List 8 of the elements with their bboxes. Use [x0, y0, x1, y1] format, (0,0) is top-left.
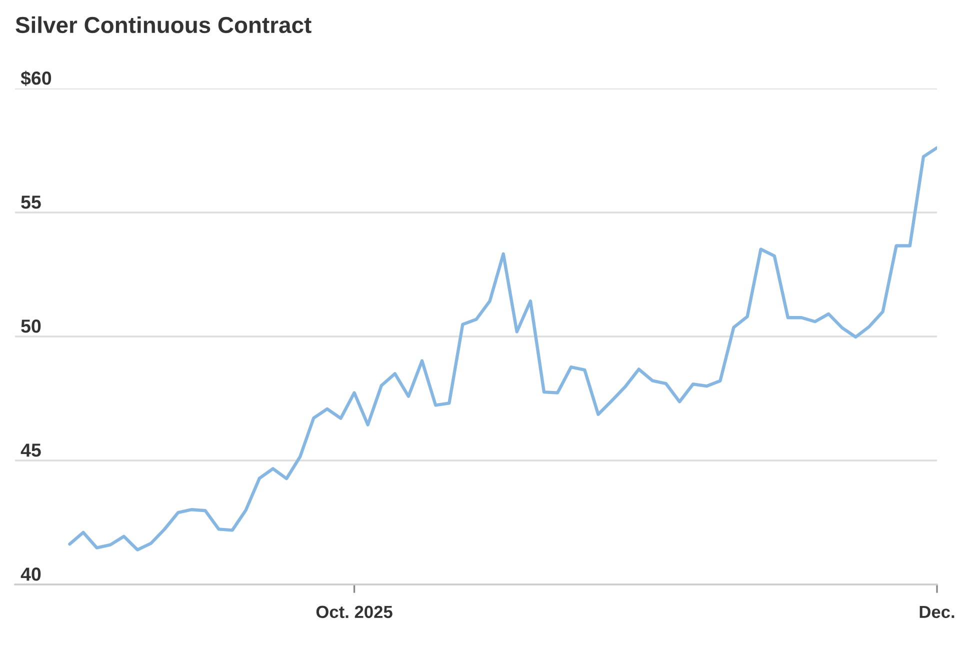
y-tick-label: 45 — [20, 444, 41, 457]
x-tick-label: Oct. 2025 — [316, 606, 392, 618]
x-tick-label: Dec. — [920, 606, 954, 618]
y-tick-label: $60 — [20, 70, 52, 86]
y-tick-label: 50 — [21, 320, 41, 333]
chart-title: Silver Continuous Contract — [16, 16, 312, 34]
y-tick-label: 40 — [20, 568, 41, 581]
y-tick-label: 55 — [21, 196, 41, 209]
